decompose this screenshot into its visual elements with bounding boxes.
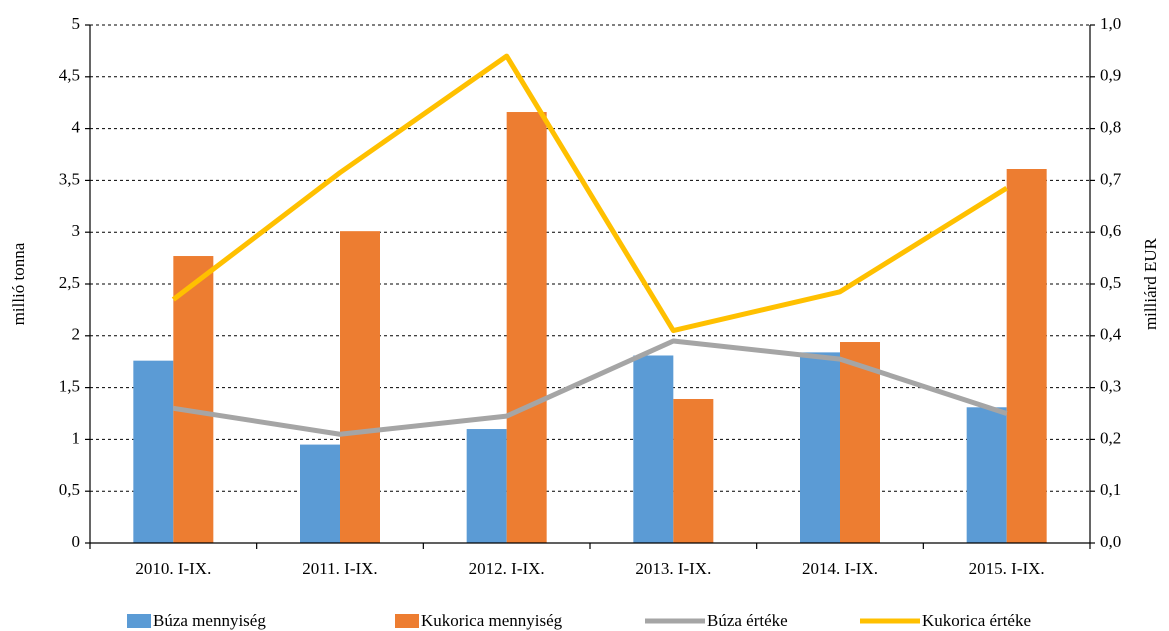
y2-tick-label: 0,9 — [1100, 66, 1121, 85]
x-tick-label: 2010. I-IX. — [135, 559, 211, 578]
bar — [466, 429, 507, 543]
line — [172, 338, 1008, 437]
y-tick-label: 1,5 — [59, 377, 80, 396]
x-tick-label: 2014. I-IX. — [802, 559, 878, 578]
y2-tick-label: 0,8 — [1100, 118, 1121, 137]
y-tick-label: 4 — [72, 118, 81, 137]
bar — [173, 256, 214, 543]
y-tick-label: 4,5 — [59, 66, 80, 85]
x-tick-label: 2015. I-IX. — [969, 559, 1045, 578]
bar — [840, 342, 880, 543]
y2-tick-label: 0,5 — [1100, 273, 1121, 292]
y-tick-label: 2,5 — [59, 273, 80, 292]
legend-label: Kukorica értéke — [922, 611, 1031, 630]
y-axis-label: millió tonna — [9, 242, 28, 325]
y-tick-label: 5 — [72, 14, 81, 33]
bar — [300, 444, 340, 543]
y-tick-label: 2 — [72, 325, 81, 344]
y2-tick-label: 0,1 — [1100, 480, 1121, 499]
y-tick-label: 3 — [72, 221, 81, 240]
legend-label: Búza mennyiség — [153, 611, 266, 630]
bar — [133, 360, 174, 543]
y2-tick-label: 0,3 — [1100, 377, 1121, 396]
y2-tick-label: 1,0 — [1100, 14, 1121, 33]
bar — [633, 355, 674, 543]
x-tick-label: 2013. I-IX. — [635, 559, 711, 578]
bar — [1006, 169, 1047, 543]
y2-tick-label: 0,4 — [1100, 325, 1122, 344]
bar — [673, 398, 714, 543]
x-tick-label: 2012. I-IX. — [469, 559, 545, 578]
legend-label: Kukorica mennyiség — [421, 611, 563, 630]
bar — [966, 407, 1007, 543]
y-tick-label: 0,5 — [59, 480, 80, 499]
legend-swatch — [395, 614, 419, 628]
bar — [340, 231, 380, 543]
bar — [800, 352, 840, 543]
y2-tick-label: 0,2 — [1100, 428, 1121, 447]
x-tick-label: 2011. I-IX. — [302, 559, 377, 578]
y-tick-label: 1 — [72, 428, 81, 447]
y2-axis-label: milliárd EUR — [1141, 237, 1160, 330]
y-tick-label: 0 — [72, 532, 81, 551]
y2-tick-label: 0,7 — [1100, 169, 1122, 188]
line — [171, 53, 1008, 334]
legend-swatch — [127, 614, 151, 628]
legend-label: Búza értéke — [707, 611, 788, 630]
bar — [506, 112, 547, 544]
y2-tick-label: 0,6 — [1100, 221, 1121, 240]
y-tick-label: 3,5 — [59, 169, 80, 188]
y2-tick-label: 0,0 — [1100, 532, 1121, 551]
